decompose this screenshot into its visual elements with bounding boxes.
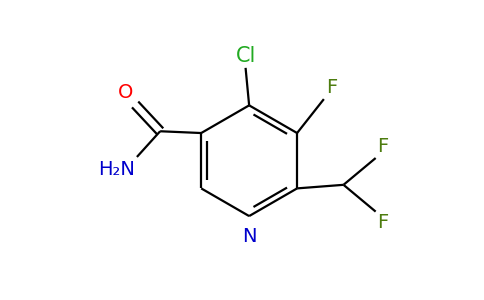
- Text: O: O: [118, 82, 134, 102]
- Text: Cl: Cl: [235, 46, 256, 66]
- Text: F: F: [378, 213, 389, 232]
- Text: F: F: [326, 78, 337, 97]
- Text: N: N: [242, 227, 257, 246]
- Text: F: F: [378, 137, 389, 156]
- Text: H₂N: H₂N: [98, 160, 135, 179]
